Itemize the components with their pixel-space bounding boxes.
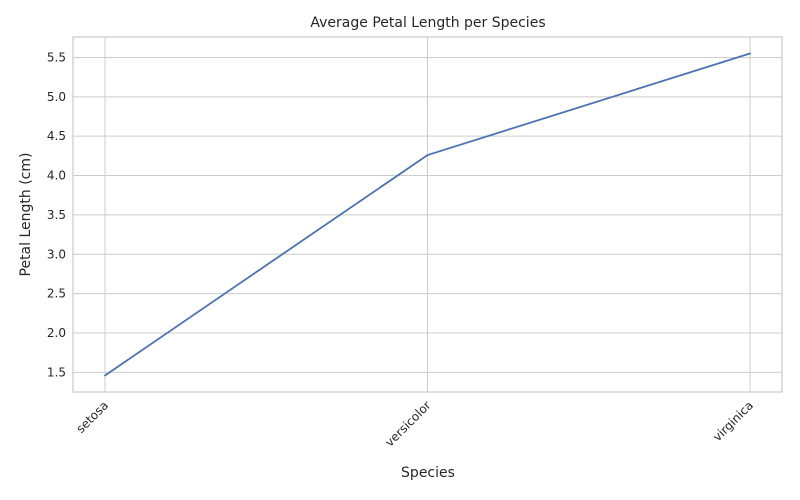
x-tick-label: versicolor [382, 398, 433, 449]
y-tick-label: 4.0 [47, 169, 66, 183]
plot-frame [72, 36, 783, 393]
x-tick-label: virginica [710, 398, 756, 444]
y-tick-label: 3.5 [47, 208, 66, 222]
y-tick-label: 5.5 [47, 50, 66, 64]
y-tick-label: 5.0 [47, 90, 66, 104]
y-tick-label: 2.5 [47, 287, 66, 301]
x-tick-label: setosa [73, 398, 111, 436]
series-line [104, 52, 751, 377]
y-tick-label: 1.5 [47, 365, 66, 379]
x-axis-label: Species [401, 465, 455, 481]
y-axis-label: Petal Length (cm) [18, 153, 34, 277]
y-axis-ticks: 1.5 2.0 2.5 3.0 3.5 4.0 4.5 5.0 5.5 [47, 50, 66, 379]
x-axis-ticks: setosa versicolor virginica [73, 398, 756, 449]
y-tick-label: 3.0 [47, 247, 66, 261]
y-tick-label: 2.0 [47, 326, 66, 340]
series [104, 52, 751, 377]
y-tick-label: 4.5 [47, 129, 66, 143]
grid [73, 37, 782, 392]
chart-title: Average Petal Length per Species [310, 15, 545, 31]
